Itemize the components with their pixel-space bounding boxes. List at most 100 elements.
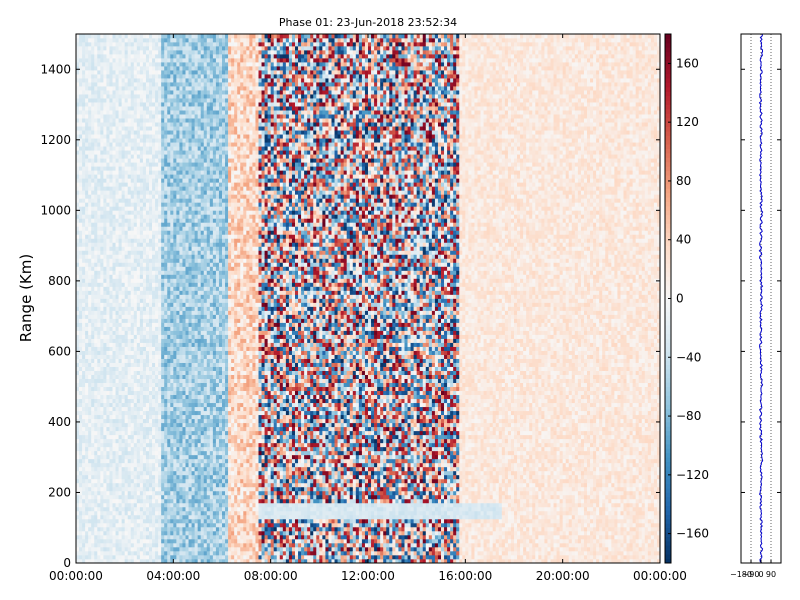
heatmap-cell	[146, 262, 149, 266]
heatmap-cell	[100, 66, 103, 70]
heatmap-cell	[149, 535, 152, 539]
heatmap-cell	[161, 483, 164, 487]
heatmap-cell	[140, 359, 143, 363]
heatmap-cell	[161, 186, 164, 190]
heatmap-cell	[79, 174, 82, 178]
heatmap-cell	[143, 186, 146, 190]
heatmap-cell	[186, 515, 189, 519]
heatmap-cell	[88, 186, 91, 190]
heatmap-cell	[167, 491, 170, 495]
heatmap-cell	[152, 551, 155, 555]
heatmap-cell	[170, 238, 173, 242]
heatmap-cell	[161, 86, 164, 90]
heatmap-cell	[79, 439, 82, 443]
heatmap-cell	[140, 258, 143, 262]
heatmap-cell	[103, 38, 106, 42]
heatmap-cell	[146, 435, 149, 439]
heatmap-cell	[131, 395, 134, 399]
heatmap-cell	[170, 182, 173, 186]
heatmap-cell	[149, 307, 152, 311]
heatmap-cell	[179, 54, 182, 58]
heatmap-cell	[119, 110, 122, 114]
heatmap-cell	[125, 230, 128, 234]
heatmap-cell	[149, 106, 152, 110]
heatmap-cell	[119, 42, 122, 46]
heatmap-cell	[170, 246, 173, 250]
heatmap-cell	[131, 206, 134, 210]
heatmap-cell	[146, 499, 149, 503]
heatmap-cell	[131, 495, 134, 499]
heatmap-cell	[119, 311, 122, 315]
heatmap-cell	[94, 242, 97, 246]
heatmap-cell	[113, 38, 116, 42]
heatmap-cell	[131, 238, 134, 242]
heatmap-cell	[122, 491, 125, 495]
heatmap-cell	[91, 130, 94, 134]
heatmap-cell	[116, 78, 119, 82]
heatmap-cell	[176, 419, 179, 423]
heatmap-cell	[100, 126, 103, 130]
heatmap-cell	[94, 146, 97, 150]
heatmap-cell	[113, 78, 116, 82]
heatmap-cell	[79, 38, 82, 42]
heatmap-cell	[94, 463, 97, 467]
heatmap-cell	[158, 186, 161, 190]
heatmap-cell	[91, 499, 94, 503]
heatmap-cell	[176, 82, 179, 86]
heatmap-cell	[164, 98, 167, 102]
heatmap-cell	[182, 319, 185, 323]
heatmap-cell	[100, 407, 103, 411]
heatmap-cell	[85, 311, 88, 315]
heatmap-cell	[100, 282, 103, 286]
heatmap-cell	[186, 170, 189, 174]
heatmap-cell	[152, 431, 155, 435]
heatmap-cell	[158, 395, 161, 399]
heatmap-cell	[79, 371, 82, 375]
heatmap-cell	[146, 375, 149, 379]
heatmap-cell	[155, 290, 158, 294]
heatmap-cell	[182, 551, 185, 555]
heatmap-cell	[134, 194, 137, 198]
heatmap-cell	[106, 467, 109, 471]
heatmap-cell	[143, 551, 146, 555]
heatmap-cell	[186, 278, 189, 282]
heatmap-cell	[91, 178, 94, 182]
heatmap-cell	[140, 415, 143, 419]
heatmap-cell	[76, 359, 79, 363]
heatmap-cell	[103, 395, 106, 399]
heatmap-cell	[179, 327, 182, 331]
heatmap-cell	[113, 479, 116, 483]
heatmap-cell	[186, 443, 189, 447]
heatmap-cell	[94, 515, 97, 519]
heatmap-cell	[173, 543, 176, 547]
heatmap-cell	[85, 122, 88, 126]
heatmap-cell	[88, 395, 91, 399]
heatmap-cell	[158, 515, 161, 519]
heatmap-cell	[186, 387, 189, 391]
heatmap-cell	[152, 435, 155, 439]
heatmap-cell	[88, 222, 91, 226]
heatmap-cell	[167, 519, 170, 523]
heatmap-cell	[186, 46, 189, 50]
heatmap-cell	[113, 270, 116, 274]
heatmap-cell	[186, 82, 189, 86]
heatmap-cell	[106, 150, 109, 154]
heatmap-cell	[100, 198, 103, 202]
heatmap-cell	[94, 387, 97, 391]
heatmap-cell	[140, 202, 143, 206]
heatmap-cell	[170, 367, 173, 371]
heatmap-cell	[109, 150, 112, 154]
heatmap-cell	[173, 274, 176, 278]
heatmap-cell	[149, 78, 152, 82]
heatmap-cell	[103, 343, 106, 347]
heatmap-cell	[116, 126, 119, 130]
heatmap-cell	[186, 299, 189, 303]
heatmap-cell	[134, 174, 137, 178]
heatmap-cell	[149, 547, 152, 551]
heatmap-cell	[116, 423, 119, 427]
heatmap-cell	[189, 158, 192, 162]
heatmap-cell	[161, 130, 164, 134]
heatmap-cell	[137, 150, 140, 154]
heatmap-cell	[103, 118, 106, 122]
heatmap-cell	[116, 395, 119, 399]
